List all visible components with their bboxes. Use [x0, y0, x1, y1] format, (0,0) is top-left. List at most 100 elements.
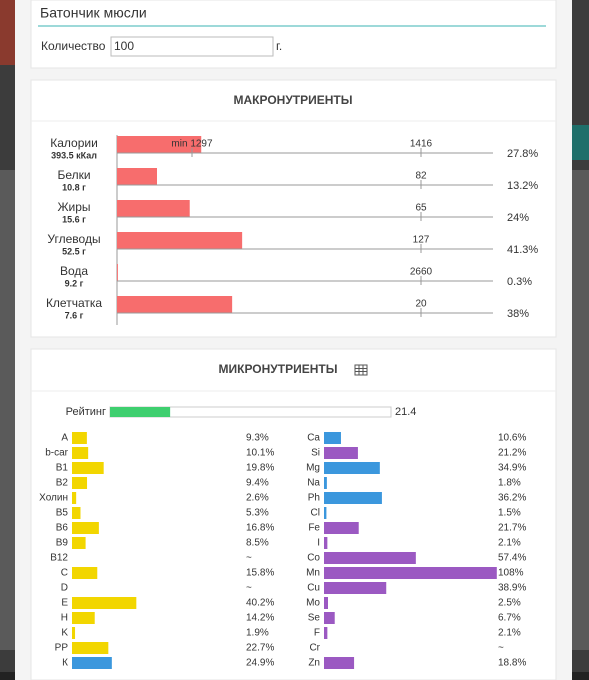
micro-bar — [72, 462, 104, 474]
micro-percent: 18.8% — [498, 658, 526, 669]
macro-percent: 13.2% — [507, 180, 538, 192]
micro-percent: 34.9% — [498, 463, 526, 474]
micro-bar — [72, 612, 95, 624]
micro-bar — [324, 567, 497, 579]
micro-percent: 108% — [498, 568, 524, 579]
macro-percent: 27.8% — [507, 148, 538, 160]
macro-percent: 38% — [507, 308, 529, 320]
micro-name: Mo — [306, 598, 320, 609]
micro-name: Na — [307, 478, 320, 489]
micro-percent: 8.5% — [246, 538, 269, 549]
micro-name: К — [62, 658, 68, 669]
micro-bar — [324, 447, 358, 459]
micro-name: Холин — [39, 493, 68, 504]
micro-bar — [72, 447, 89, 459]
bg-panel — [572, 170, 589, 650]
macro-amount: 393.5 кКал — [51, 150, 97, 160]
macro-bar — [117, 264, 118, 281]
macro-amount: 15.6 г — [62, 214, 86, 224]
micro-card — [30, 348, 557, 680]
micro-bar — [324, 522, 359, 534]
macro-card — [30, 79, 557, 338]
micro-percent: ~ — [498, 643, 504, 654]
micro-percent: 9.4% — [246, 478, 269, 489]
macro-name: Белки — [57, 168, 90, 182]
norm-value: 82 — [415, 171, 427, 182]
micro-name: B1 — [56, 463, 69, 474]
micro-bar — [324, 537, 328, 549]
macro-amount: 7.6 г — [65, 310, 84, 320]
micro-percent: 5.3% — [246, 508, 269, 519]
micro-bar — [72, 507, 81, 519]
macro-bar — [117, 168, 157, 185]
macro-bar — [117, 136, 202, 153]
micro-percent: 38.9% — [498, 583, 526, 594]
micro-name: B2 — [56, 478, 69, 489]
micro-bar — [324, 627, 328, 639]
micro-percent: 22.7% — [246, 643, 274, 654]
micro-name: A — [61, 433, 68, 444]
micro-name: K — [61, 628, 68, 639]
norm-value: 127 — [413, 235, 430, 246]
macro-percent: 0.3% — [507, 276, 532, 288]
macro-amount: 9.2 г — [65, 278, 84, 288]
micro-percent: 16.8% — [246, 523, 274, 534]
micro-name: Mn — [306, 568, 320, 579]
micro-percent: 19.8% — [246, 463, 274, 474]
rating-value: 21.4 — [395, 406, 416, 418]
norm-value: 20 — [415, 299, 427, 310]
macro-title: МАКРОНУТРИЕНТЫ — [233, 93, 352, 107]
micro-name: PP — [55, 643, 69, 654]
bg-header — [0, 0, 15, 65]
norm-value: 1416 — [410, 139, 433, 150]
micro-bar — [324, 597, 328, 609]
micro-name: Si — [311, 448, 320, 459]
micro-bar — [72, 642, 109, 654]
micro-name: B9 — [56, 538, 69, 549]
macro-name: Клетчатка — [46, 296, 102, 310]
micro-bar — [72, 522, 99, 534]
micro-percent: 36.2% — [498, 493, 526, 504]
quantity-value[interactable]: 100 — [114, 39, 134, 53]
micro-name: Cl — [311, 508, 320, 519]
bg-panel — [0, 170, 15, 650]
micro-name: E — [61, 598, 68, 609]
unit: г. — [276, 39, 282, 53]
micro-bar — [324, 552, 416, 564]
micro-percent: 2.6% — [246, 493, 269, 504]
micro-name: Ca — [307, 433, 320, 444]
micro-bar — [324, 492, 382, 504]
min-value: min 1297 — [171, 139, 213, 150]
macro-percent: 41.3% — [507, 244, 538, 256]
macro-percent: 24% — [507, 212, 529, 224]
micro-name: Cr — [309, 643, 320, 654]
table-icon[interactable] — [354, 364, 368, 376]
micro-percent: 6.7% — [498, 613, 521, 624]
micro-bar — [324, 582, 387, 594]
food-card — [30, 0, 557, 69]
food-name[interactable]: Батончик мюсли — [40, 5, 147, 21]
rating-label: Рейтинг — [66, 406, 106, 418]
micro-bar — [324, 477, 327, 489]
micro-name: H — [61, 613, 68, 624]
micro-name: Ph — [308, 493, 320, 504]
micro-percent: 57.4% — [498, 553, 526, 564]
micro-percent: ~ — [246, 583, 252, 594]
micro-name: Co — [307, 553, 320, 564]
micro-name: C — [61, 568, 68, 579]
micro-bar — [324, 507, 327, 519]
quantity-input[interactable] — [110, 36, 274, 57]
micro-bar — [72, 477, 88, 489]
quantity-label: Количество — [41, 39, 106, 53]
micro-percent: 1.5% — [498, 508, 521, 519]
micro-percent: 10.6% — [498, 433, 526, 444]
micro-name: F — [314, 628, 320, 639]
micro-name: b-car — [45, 448, 68, 459]
micro-bar — [324, 657, 355, 669]
micro-percent: 10.1% — [246, 448, 274, 459]
micro-percent: 15.8% — [246, 568, 274, 579]
micro-percent: 2.1% — [498, 538, 521, 549]
micro-bar — [72, 627, 76, 639]
micro-bar — [72, 567, 98, 579]
